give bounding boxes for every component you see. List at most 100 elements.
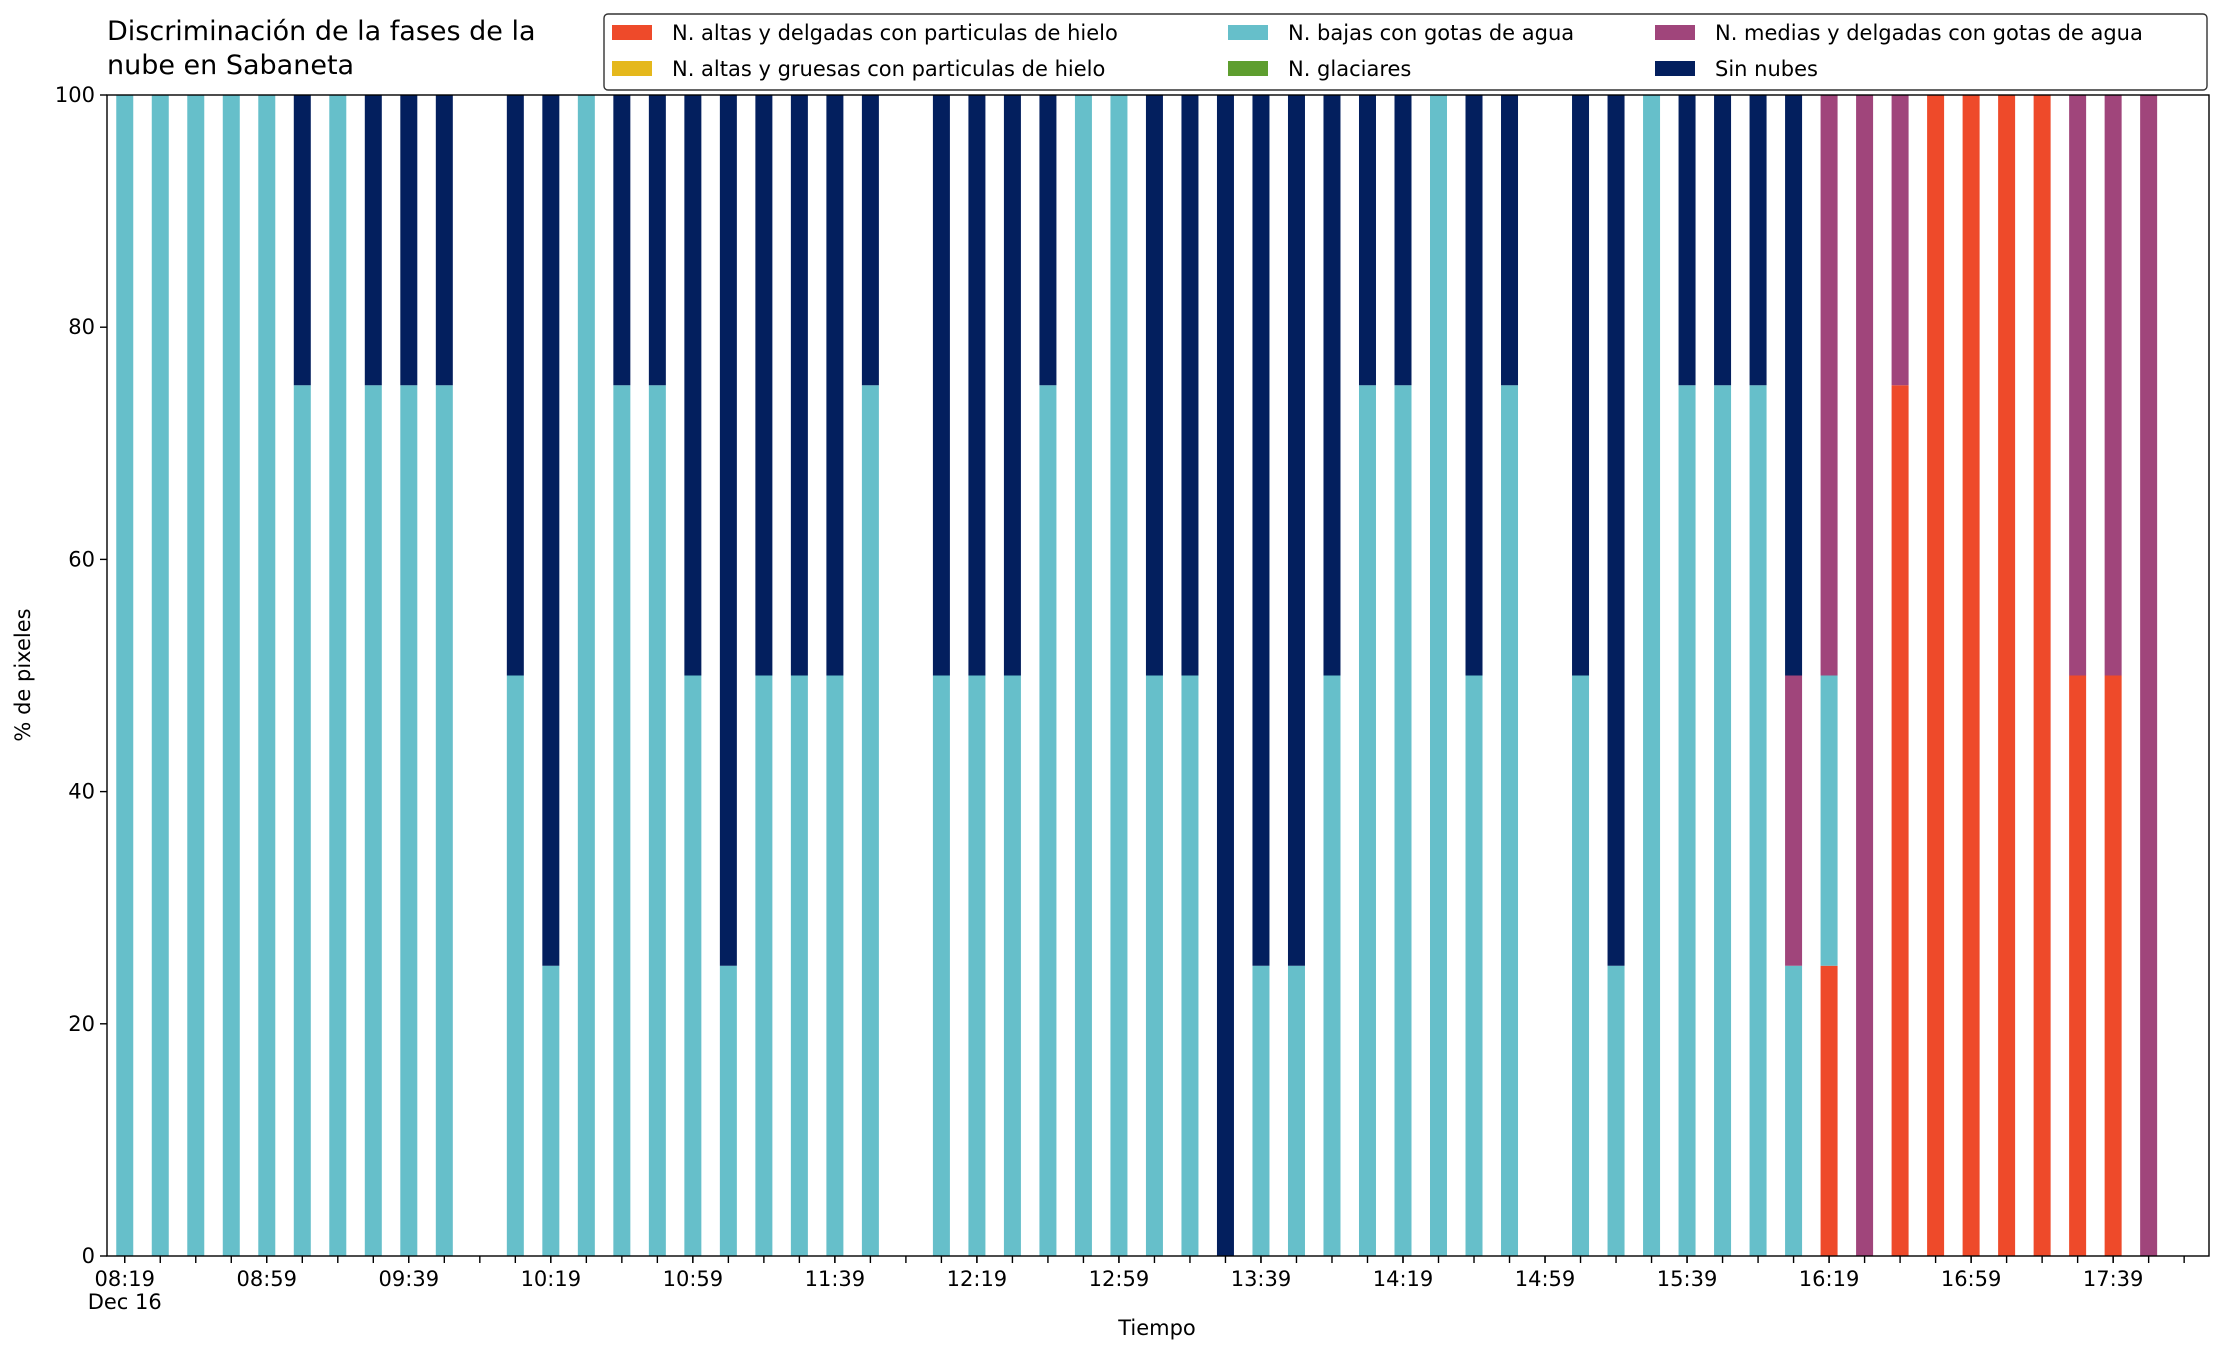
x-tick-label: 15:39	[1657, 1267, 1718, 1291]
bar-segment	[719, 95, 737, 966]
bar-segment	[1216, 95, 1234, 1256]
legend-swatch	[612, 61, 652, 76]
bar-segment	[542, 965, 560, 1256]
bar-segment	[1145, 95, 1163, 676]
bar-segment	[577, 95, 595, 1256]
bar-segment	[1394, 385, 1412, 1256]
bar-segment	[1678, 385, 1696, 1256]
bar-segment	[790, 95, 808, 676]
bar-segment	[968, 675, 986, 1256]
bar-segment	[1323, 675, 1341, 1256]
bar-segment	[755, 675, 773, 1256]
bar-segment	[1962, 95, 1980, 1256]
bar-segment	[2104, 675, 2122, 1256]
x-tick-label: 12:19	[947, 1267, 1008, 1291]
x-tick-date: Dec 16	[88, 1290, 162, 1314]
bar-segment	[293, 95, 311, 386]
bar-segment	[1678, 95, 1696, 386]
x-tick-label: 08:59	[237, 1267, 298, 1291]
bar-segment	[1607, 95, 1625, 966]
bar-segment	[684, 95, 702, 676]
bar-segment	[258, 95, 276, 1256]
bar-segment	[1110, 95, 1128, 1256]
bar-segment	[684, 675, 702, 1256]
x-tick-label: 08:19	[94, 1267, 155, 1291]
bar-segment	[826, 95, 844, 676]
bar-segment	[400, 95, 418, 386]
bar-segment	[1039, 385, 1057, 1256]
y-tick-label: 100	[55, 83, 95, 107]
x-tick-label: 10:19	[521, 1267, 582, 1291]
bar-segment	[506, 95, 524, 676]
bar-segment	[116, 95, 134, 1256]
x-tick-label: 17:39	[2083, 1267, 2144, 1291]
chart-title: nube en Sabaneta	[107, 50, 354, 81]
x-tick-label: 10:59	[663, 1267, 724, 1291]
bar-segment	[1891, 95, 1909, 386]
bar-segment	[1074, 95, 1092, 1256]
bar-segment	[1785, 675, 1803, 966]
bar-segment	[1465, 675, 1483, 1256]
bar-segment	[1252, 965, 1270, 1256]
y-axis-label: % de pixeles	[11, 608, 35, 741]
bar-segment	[1039, 95, 1057, 386]
x-tick-label: 14:59	[1515, 1267, 1576, 1291]
bar-segment	[1394, 95, 1412, 386]
bar-segment	[719, 965, 737, 1256]
legend-swatch	[1655, 25, 1695, 40]
bar-segment	[2033, 95, 2051, 1256]
chart-title: Discriminación de la fases de la	[107, 16, 536, 47]
bar-segment	[1749, 95, 1767, 386]
bar-segment	[1181, 95, 1199, 676]
bar-segment	[2069, 95, 2087, 676]
legend-label: N. altas y gruesas con particulas de hie…	[672, 57, 1105, 81]
bar-segment	[1785, 95, 1803, 676]
bar-segment	[1465, 95, 1483, 676]
bar-segment	[932, 675, 950, 1256]
bar-segment	[1287, 95, 1305, 966]
bar-segment	[648, 95, 666, 386]
bar-segment	[400, 385, 418, 1256]
bar-segment	[790, 675, 808, 1256]
bar-segment	[613, 385, 631, 1256]
x-tick-label: 16:59	[1941, 1267, 2002, 1291]
legend-box	[603, 13, 2208, 91]
bar-segment	[435, 385, 453, 1256]
legend-label: Sin nubes	[1715, 57, 1818, 81]
y-tick-label: 80	[68, 315, 95, 339]
x-tick-label: 12:59	[1089, 1267, 1150, 1291]
legend-swatch	[1655, 61, 1695, 76]
bar-segment	[1572, 95, 1590, 676]
bar-segment	[648, 385, 666, 1256]
bar-segment	[1891, 385, 1909, 1256]
x-tick-label: 14:19	[1373, 1267, 1434, 1291]
y-tick-label: 20	[68, 1012, 95, 1036]
bar-segment	[329, 95, 347, 1256]
bar-segment	[968, 95, 986, 676]
bar-segment	[1749, 385, 1767, 1256]
y-tick-label: 0	[82, 1244, 95, 1268]
x-tick-label: 13:39	[1231, 1267, 1292, 1291]
bar-segment	[293, 385, 311, 1256]
legend-label: N. medias y delgadas con gotas de agua	[1715, 21, 2143, 45]
bar-segment	[1856, 95, 1874, 1256]
bar-segment	[1820, 95, 1838, 676]
bar-segment	[364, 95, 382, 386]
bar-segment	[1820, 965, 1838, 1256]
bar-segment	[1430, 95, 1448, 1256]
bar-segment	[151, 95, 169, 1256]
legend-label: N. altas y delgadas con particulas de hi…	[672, 21, 1118, 45]
bar-segment	[1643, 95, 1661, 1256]
y-tick-label: 40	[68, 780, 95, 804]
bar-segment	[932, 95, 950, 676]
bar-segment	[506, 675, 524, 1256]
bar-segment	[2069, 675, 2087, 1256]
bar-segment	[755, 95, 773, 676]
bar-segment	[222, 95, 240, 1256]
bar-segment	[1003, 95, 1021, 676]
bar-segment	[187, 95, 205, 1256]
bar-segment	[1358, 95, 1376, 386]
bar-segment	[1714, 95, 1732, 386]
legend-swatch	[612, 25, 652, 40]
